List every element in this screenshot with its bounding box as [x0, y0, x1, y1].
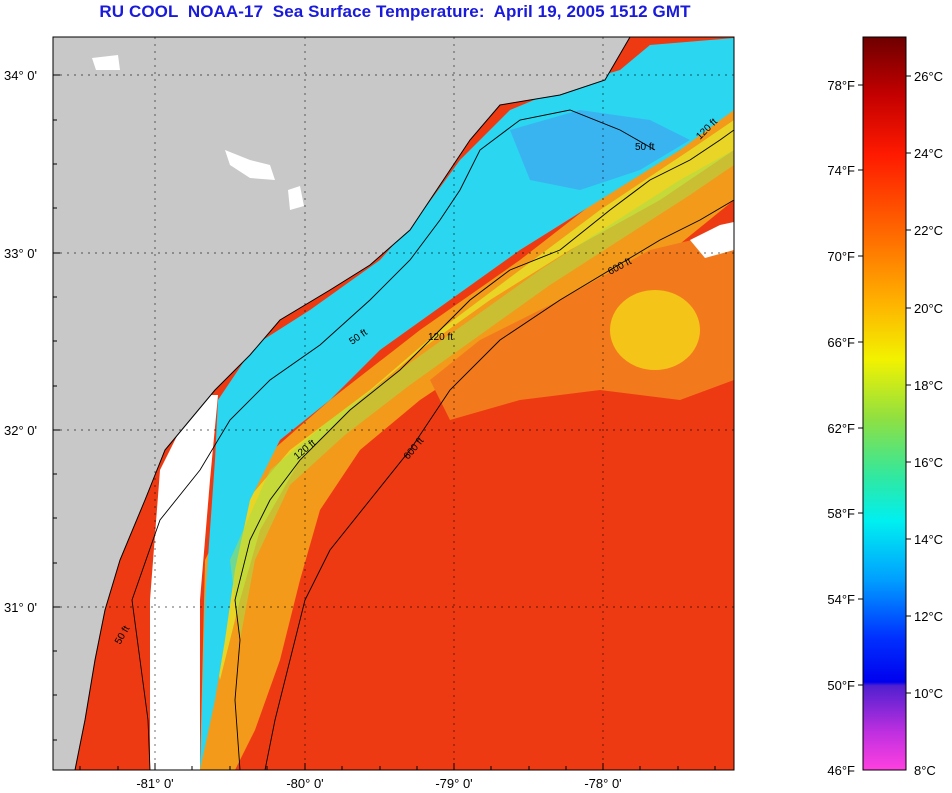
cool-pocket: [510, 110, 690, 190]
lon-label-81: -81° 0': [136, 776, 173, 791]
cbar-c-16: 16°C: [914, 455, 943, 470]
contour-50ft: [131, 109, 656, 770]
inland-water-1: [92, 55, 120, 70]
colorbar-fahrenheit-labels: 78°F 74°F 70°F 66°F 62°F 58°F 54°F 50°F …: [827, 78, 855, 778]
cbar-c-14: 14°C: [914, 532, 943, 547]
lon-label-78: -78° 0': [584, 776, 621, 791]
lat-label-31: 31° 0': [4, 600, 37, 615]
cbar-f-70: 70°F: [827, 249, 855, 264]
lon-label-80: -80° 0': [286, 776, 323, 791]
cbar-f-54: 54°F: [827, 592, 855, 607]
cbar-c-12: 12°C: [914, 609, 943, 624]
shelf-water: [200, 100, 734, 770]
cbar-c-24: 24°C: [914, 146, 943, 161]
warm-eddy: [610, 290, 700, 370]
nodata-strip: [150, 395, 218, 770]
lat-label-32: 32° 0': [4, 423, 37, 438]
nearshore-water: [200, 38, 734, 770]
cbar-c-20: 20°C: [914, 301, 943, 316]
contour-label-50ft: 50 ft: [635, 142, 655, 153]
warm-meander: [430, 230, 734, 420]
colorbar-scale: [862, 36, 907, 771]
lon-label-79: -79° 0': [435, 776, 472, 791]
inland-water-2: [225, 150, 275, 180]
cbar-f-78: 78°F: [827, 78, 855, 93]
cbar-c-8: 8°C: [914, 763, 936, 778]
cbar-f-74: 74°F: [827, 163, 855, 178]
lat-label-33: 33° 0': [4, 246, 37, 261]
inland-water-3: [288, 186, 304, 210]
map-frame: [52, 36, 735, 771]
map-panel[interactable]: 50 ft 50 ft 50 ft 120 ft 120 ft 120 ft 6…: [52, 36, 735, 771]
cbar-f-62: 62°F: [827, 421, 855, 436]
contour-600ft: [264, 199, 734, 770]
cbar-f-58: 58°F: [827, 506, 855, 521]
nodata-cloud: [690, 222, 734, 258]
cbar-c-22: 22°C: [914, 223, 943, 238]
cbar-c-10: 10°C: [914, 686, 943, 701]
cbar-f-46: 46°F: [827, 763, 855, 778]
coastline: [74, 37, 631, 770]
cbar-c-26: 26°C: [914, 69, 943, 84]
lat-label-34: 34° 0': [4, 68, 37, 83]
colorbar: 78°F 74°F 70°F 66°F 62°F 58°F 54°F 50°F …: [827, 36, 943, 778]
cbar-c-18: 18°C: [914, 378, 943, 393]
transition-band: [230, 150, 734, 640]
cbar-f-66: 66°F: [827, 335, 855, 350]
graticule: [53, 37, 734, 770]
contour-label-120ft: 120 ft: [428, 332, 453, 343]
axis-ticks: [53, 74, 716, 770]
midshelf-water: [205, 120, 734, 680]
land: [53, 37, 630, 770]
colorbar-celsius-labels: 26°C 24°C 22°C 20°C 18°C 16°C 14°C 12°C …: [914, 69, 943, 778]
map-title: RU COOL NOAA-17 Sea Surface Temperature:…: [99, 2, 691, 21]
cbar-f-50: 50°F: [827, 678, 855, 693]
